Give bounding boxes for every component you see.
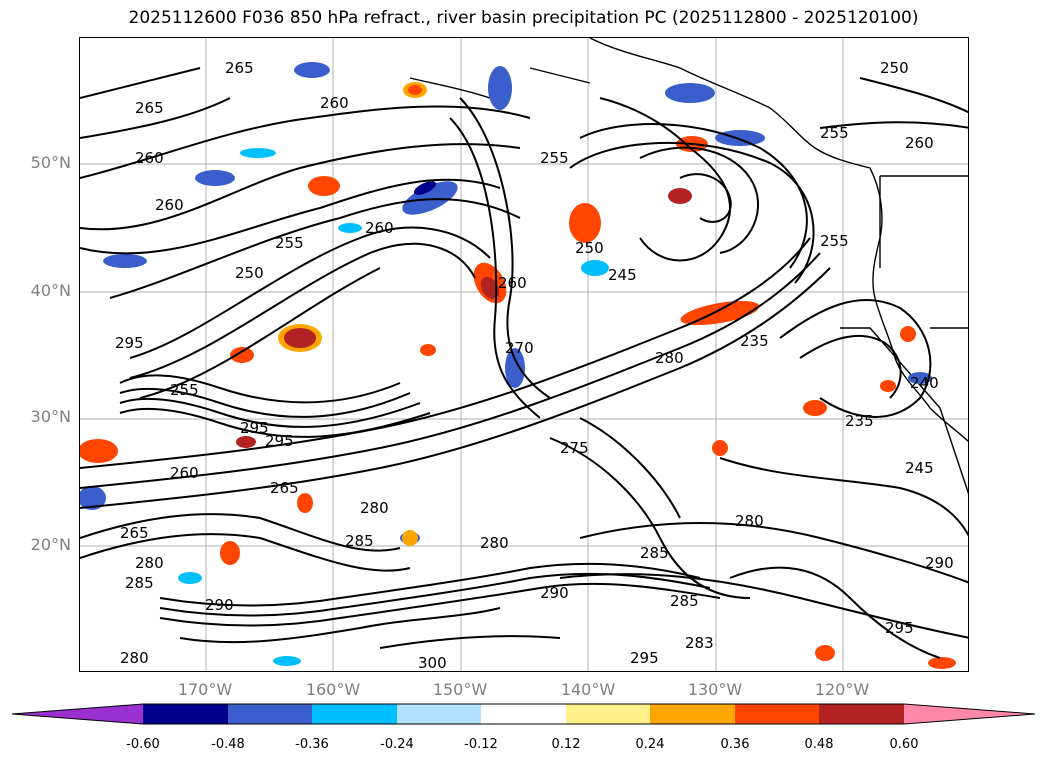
refractivity-contours [80,67,968,659]
contour-label: 295 [630,649,659,667]
contour-label: 275 [560,439,589,457]
contour-label: 250 [880,59,909,77]
colorbar-extend-high [904,704,1035,724]
contour-label: 280 [655,349,684,367]
contour-label: 260 [320,94,349,112]
contour-label: 300 [418,654,447,672]
contour-label: 290 [925,554,954,572]
contour-label: 280 [120,649,149,667]
map-panel: 265 265 260 260 260 255 250 255 260 255 … [79,37,969,672]
colorbar-tick: 0.48 [804,737,834,752]
colorbar-tick: -0.12 [464,737,498,752]
contour-label: 280 [480,534,509,552]
colorbar-tick: 0.36 [720,737,750,752]
colorbar-segment [735,704,819,724]
colorbar-segment [566,704,650,724]
lon-label-160w: 160°W [305,680,361,699]
contour-label: 280 [735,512,764,530]
colorbar-tick: -0.48 [211,737,245,752]
contour-label: 235 [740,332,769,350]
lon-label-120w: 120°W [814,680,870,699]
colorbar-extend-low [12,704,143,724]
lat-label-30: 30°N [30,407,71,426]
colorbar-tick: -0.60 [126,737,160,752]
lon-label-170w: 170°W [177,680,233,699]
colorbar-outline [11,703,1036,725]
contour-label: 245 [608,266,637,284]
colorbar-segment [312,704,397,724]
lon-label-150w: 150°W [432,680,488,699]
contour-label: 255 [540,149,569,167]
contour-label: 280 [360,499,389,517]
colorbar-segment [397,704,481,724]
contour-label: 265 [270,479,299,497]
contour-label: 280 [135,554,164,572]
colorbar-segment [650,704,735,724]
lon-label-130w: 130°W [687,680,743,699]
colorbar-tick: -0.24 [380,737,414,752]
coastline [409,38,968,495]
contour-label: 283 [685,634,714,652]
contour-label: 255 [820,232,849,250]
contour-label: 255 [820,124,849,142]
colorbar-segment [228,704,312,724]
contour-label-group: 265 265 260 260 260 255 250 255 260 255 … [115,59,954,672]
lat-label-40: 40°N [30,281,71,300]
colorbar-tick: -0.36 [295,737,329,752]
contour-label: 285 [345,532,374,550]
contour-label: 260 [365,219,394,237]
contour-label: 255 [275,234,304,252]
contour-label: 260 [135,149,164,167]
contour-label: 295 [265,432,294,450]
map-canvas: 265 265 260 260 260 255 250 255 260 255 … [80,38,968,672]
negative-anomaly-areas [80,62,932,666]
map-title: 2025112600 F036 850 hPa refract., river … [128,8,919,28]
colorbar-segment [481,704,566,724]
lat-label-50: 50°N [30,153,71,172]
colorbar-segment [143,704,228,724]
contour-label: 260 [170,464,199,482]
colorbar-tick: 0.24 [635,737,665,752]
contour-label: 250 [235,264,264,282]
colorbar-tick: 0.60 [889,737,919,752]
contour-label: 265 [135,99,164,117]
contour-label: 265 [120,524,149,542]
contour-label: 270 [505,339,534,357]
contour-label: 245 [905,459,934,477]
contour-label: 260 [155,196,184,214]
contour-label: 255 [170,381,199,399]
contour-label: 290 [205,596,234,614]
colorbar-tick: 0.12 [551,737,581,752]
colorbar [11,703,1036,725]
lat-label-20: 20°N [30,535,71,554]
contour-label: 265 [225,59,254,77]
contour-label: 285 [640,544,669,562]
contour-label: 260 [498,274,527,292]
contour-label: 260 [905,134,934,152]
contour-label: 240 [910,374,939,392]
contour-label: 235 [845,412,874,430]
contour-label: 290 [540,584,569,602]
lon-label-140w: 140°W [560,680,616,699]
contour-label: 295 [240,419,269,437]
contour-label: 295 [885,619,914,637]
colorbar-segment [819,704,904,724]
contour-label: 295 [115,334,144,352]
contour-label: 250 [575,239,604,257]
contour-label: 285 [670,592,699,610]
contour-label: 285 [125,574,154,592]
